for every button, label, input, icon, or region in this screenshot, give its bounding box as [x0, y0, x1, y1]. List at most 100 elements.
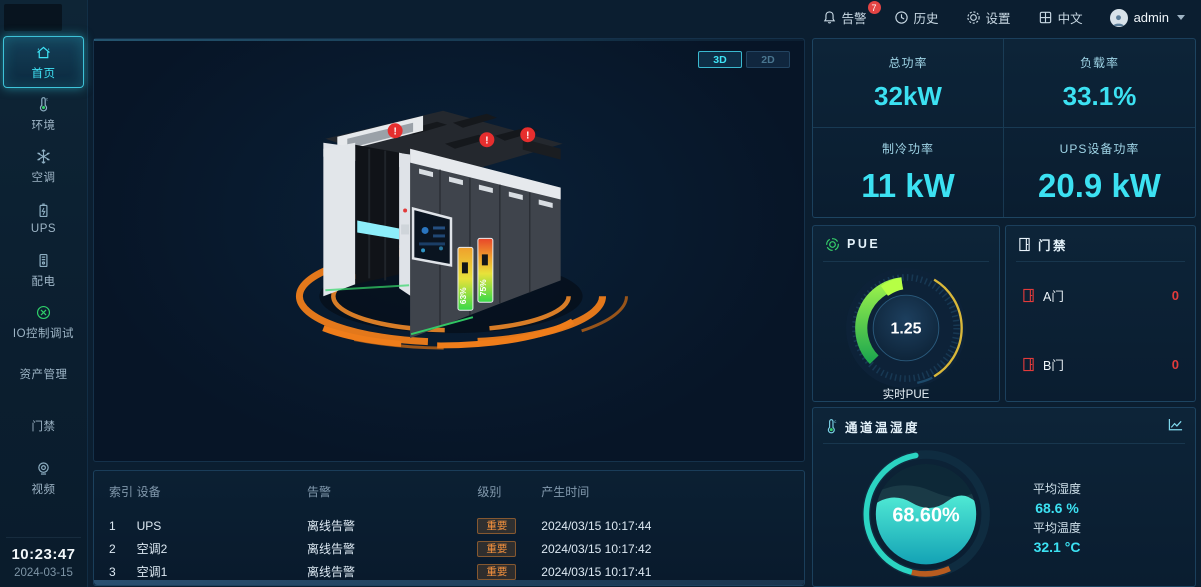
- power-stats-panel: 总功率 32kW 负载率 33.1% 制冷功率 11 kW UPS设备功率 20.9 kW: [812, 38, 1196, 218]
- io-icon: [35, 304, 53, 322]
- settings-menu[interactable]: 设置: [966, 8, 1011, 27]
- thermometer-icon: c: [825, 418, 838, 434]
- cell-alarm: 离线告警: [306, 565, 355, 579]
- stat-label: UPS设备功率: [1059, 142, 1140, 156]
- snowflake-icon: [35, 148, 53, 166]
- metric-value: 32.1 °C: [1033, 539, 1081, 555]
- door-name: B门: [1043, 359, 1064, 373]
- stat-value: 33.1%: [1062, 81, 1137, 111]
- alert-pin[interactable]: !: [520, 127, 536, 143]
- pue-ring-icon: [825, 237, 840, 252]
- level-badge: 重要: [477, 517, 517, 534]
- cell-time: 2024/03/15 10:17:41: [541, 564, 652, 579]
- alert-pins: ! ! !: [387, 123, 536, 148]
- history-menu[interactable]: 历史: [894, 8, 939, 27]
- rack-load-bars: 63% 75%: [457, 237, 494, 311]
- sidebar-item-env[interactable]: c 环境: [0, 88, 87, 140]
- cell-level: 重要: [477, 540, 541, 557]
- home-icon: [35, 44, 53, 62]
- alert-pin[interactable]: !: [479, 132, 495, 148]
- topbar: 告警 7 历史 设置 中文 admin: [88, 0, 1201, 35]
- cell-index: 2: [109, 541, 116, 556]
- svg-text:63%: 63%: [458, 287, 468, 304]
- trend-chart-icon[interactable]: [1168, 418, 1183, 432]
- sidebar-clock: 10:23:47 2024-03-15: [6, 537, 81, 579]
- sidebar: 首页 c 环境空调 UPS 配电 IO控制调试资产管理门禁视频 10:23:47 2024…: [0, 0, 88, 587]
- table-scroll-strip[interactable]: [94, 580, 804, 585]
- user-menu[interactable]: admin: [1109, 8, 1185, 27]
- humidity-liquid-gauge: 68.60%: [862, 450, 990, 579]
- level-badge: 重要: [477, 540, 517, 557]
- sidebar-item-io[interactable]: IO控制调试: [0, 296, 87, 348]
- alarm-table-header: 索引 设备 告警 级别 产生时间: [94, 471, 804, 500]
- stat-cell-1: 负载率 33.1%: [1004, 39, 1195, 128]
- table-row[interactable]: 3 空调1 离线告警 重要 2024/03/15 10:17:41: [94, 560, 804, 583]
- sidebar-item-ac[interactable]: 空调: [0, 140, 87, 192]
- sidebar-item-label: 配电: [31, 275, 56, 288]
- metric-label: 平均湿度: [1033, 482, 1082, 496]
- svg-text:75%: 75%: [478, 279, 488, 296]
- logo: [4, 4, 62, 31]
- stat-value: 32kW: [874, 81, 942, 111]
- alarm-table-body: 1 UPS 离线告警 重要 2024/03/15 10:17:44 2 空调2 离线告警 重要 2…: [94, 514, 804, 583]
- alarm-table-panel: 索引 设备 告警 级别 产生时间 1 UPS 离线告警 重要 2024/03/15 10…: [93, 470, 805, 586]
- stat-value: 20.9 kW: [1038, 167, 1161, 204]
- sidebar-item-video[interactable]: 视频: [0, 452, 87, 504]
- cell-time: 2024/03/15 10:17:44: [541, 518, 652, 533]
- stat-value: 11 kW: [861, 167, 955, 204]
- sidebar-item-asset[interactable]: 资产管理: [0, 348, 87, 400]
- stat-cell-0: 总功率 32kW: [813, 39, 1004, 128]
- toggle-2d-button[interactable]: 2D: [746, 51, 790, 68]
- door-alarm-count: 0: [1171, 288, 1179, 303]
- door-name: A门: [1043, 290, 1064, 304]
- pue-gauge: 1.25 实时PUE: [813, 264, 999, 402]
- language-menu[interactable]: 中文: [1038, 8, 1083, 27]
- access-control-panel: 门禁 A门 0 B门 0: [1005, 225, 1196, 402]
- history-label: 历史: [913, 12, 939, 26]
- pue-value: 1.25: [891, 321, 922, 338]
- username: admin: [1133, 10, 1169, 25]
- sidebar-item-label: 资产管理: [19, 369, 68, 381]
- cell-level: 重要: [477, 563, 541, 580]
- sidebar-item-label: 视频: [31, 483, 56, 496]
- table-row[interactable]: 2 空调2 离线告警 重要 2024/03/15 10:17:42: [94, 537, 804, 560]
- datacenter-module: 63% 75%: [323, 110, 563, 339]
- stat-label: 负载率: [1079, 56, 1119, 70]
- cell-index: 3: [109, 564, 116, 579]
- sidebar-item-power[interactable]: 配电: [0, 244, 87, 296]
- col-header-time: 产生时间: [541, 485, 590, 499]
- clock-date: 2024-03-15: [14, 567, 73, 579]
- sidebar-item-label: 首页: [31, 67, 56, 80]
- cell-device: UPS: [136, 518, 162, 533]
- door-row-1[interactable]: B门 0: [1006, 355, 1195, 374]
- chevron-down-icon: [1177, 15, 1185, 20]
- sidebar-item-home[interactable]: 首页: [3, 36, 84, 88]
- humidity-title: 通道温湿度: [845, 420, 921, 435]
- svg-text:!: !: [393, 127, 396, 138]
- col-header-level: 级别: [477, 485, 502, 499]
- table-row[interactable]: 1 UPS 离线告警 重要 2024/03/15 10:17:44: [94, 514, 804, 537]
- avatar: [1109, 8, 1128, 27]
- metric-value: 68.6 %: [1035, 500, 1079, 516]
- sidebar-item-ups[interactable]: UPS: [0, 192, 87, 244]
- sidebar-item-door[interactable]: 门禁: [0, 400, 87, 452]
- cell-device: 空调2: [136, 542, 168, 556]
- sidebar-item-label: UPS: [30, 222, 57, 235]
- thermometer-icon: c: [35, 96, 53, 114]
- level-badge: 重要: [477, 563, 517, 580]
- sidebar-item-label: 环境: [31, 119, 56, 132]
- camera-icon: [35, 460, 53, 478]
- cell-time: 2024/03/15 10:17:42: [541, 541, 652, 556]
- sidebar-nav: 首页 c 环境空调 UPS 配电 IO控制调试资产管理门禁视频: [0, 36, 87, 504]
- sidebar-item-label: 门禁: [31, 421, 56, 433]
- alarm-menu[interactable]: 告警 7: [822, 1, 881, 27]
- cabinet-icon: [35, 252, 53, 270]
- cell-alarm: 离线告警: [306, 542, 355, 556]
- datacenter-3d-view[interactable]: 63% 75% ! ! !: [94, 39, 804, 462]
- toggle-3d-button[interactable]: 3D: [698, 51, 742, 68]
- aisle-temp-humidity-panel: c 通道温湿度 68.60%: [812, 407, 1196, 587]
- alert-pin[interactable]: !: [387, 123, 403, 139]
- door-row-0[interactable]: A门 0: [1006, 286, 1195, 305]
- stat-cell-3: UPS设备功率 20.9 kW: [1004, 128, 1195, 217]
- pue-title: PUE: [847, 237, 881, 251]
